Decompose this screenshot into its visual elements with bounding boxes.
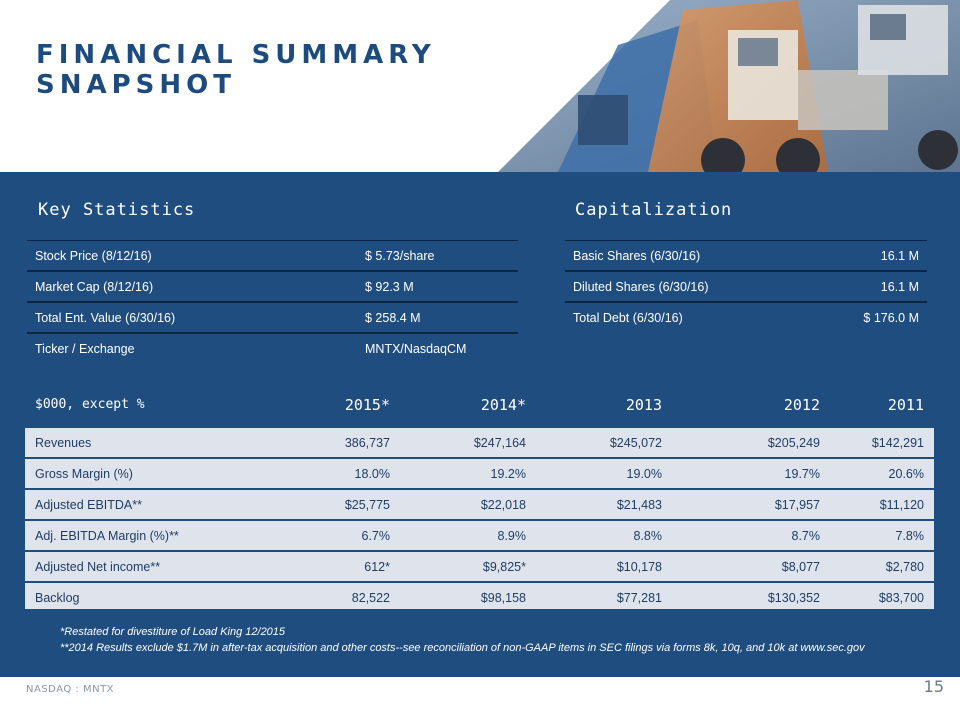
table-cell: 8.7% — [791, 528, 821, 543]
capitalization-label: Diluted Shares (6/30/16) — [573, 279, 709, 294]
key-stat-value: $ 5.73/share — [365, 248, 435, 263]
table-row: Adj. EBITDA Margin (%)** 6.7% 8.9% 8.8% … — [25, 519, 934, 550]
header-year: 2011 — [887, 396, 924, 414]
row-label: Backlog — [35, 590, 80, 605]
table-cell: $9,825* — [482, 559, 526, 574]
capitalization-heading: Capitalization — [575, 200, 733, 220]
key-stat-value: $ 258.4 M — [365, 310, 421, 325]
table-cell: $22,018 — [480, 497, 526, 512]
table-cell: 19.7% — [784, 466, 820, 481]
ticker-footer: NASDAQ : MNTX — [26, 684, 115, 695]
capitalization-label: Total Debt (6/30/16) — [573, 310, 683, 325]
table-cell: $17,957 — [774, 497, 820, 512]
table-cell: 82,522 — [351, 590, 390, 605]
table-cell: $8,077 — [781, 559, 820, 574]
key-stat-label: Ticker / Exchange — [35, 341, 135, 356]
table-cell: $21,483 — [616, 497, 662, 512]
capitalization-value: $ 176.0 M — [863, 310, 919, 325]
row-label: Adjusted EBITDA** — [35, 497, 142, 512]
table-cell: 19.2% — [490, 466, 526, 481]
key-stat-row: Market Cap (8/12/16) $ 92.3 M — [27, 272, 518, 303]
table-cell: 8.8% — [633, 528, 663, 543]
table-cell: 20.6% — [888, 466, 924, 481]
table-cell: $77,281 — [616, 590, 662, 605]
capitalization-row: Total Debt (6/30/16) $ 176.0 M — [565, 303, 927, 332]
table-cell: 8.9% — [497, 528, 527, 543]
table-cell: 612* — [364, 559, 390, 574]
table-cell: $25,775 — [344, 497, 390, 512]
table-cell: 386,737 — [344, 435, 390, 450]
row-label: Adj. EBITDA Margin (%)** — [35, 528, 179, 543]
key-stat-row: Stock Price (8/12/16) $ 5.73/share — [27, 241, 518, 272]
table-cell: 18.0% — [354, 466, 390, 481]
row-label: Adjusted Net income** — [35, 559, 161, 574]
title-line-2: SNAPSHOT — [36, 70, 236, 100]
truck-banner-image — [498, 0, 960, 172]
header-year: 2014* — [480, 396, 526, 414]
table-row: Backlog 82,522 $98,158 $77,281 $130,352 … — [25, 581, 934, 612]
table-row: Revenues 386,737 $247,164 $245,072 $205,… — [25, 426, 934, 457]
key-stat-value: $ 92.3 M — [365, 279, 414, 294]
key-stat-label: Market Cap (8/12/16) — [35, 279, 154, 294]
capitalization-value: 16.1 M — [880, 279, 919, 294]
table-cell: $83,700 — [878, 590, 924, 605]
table-cell: $11,120 — [879, 497, 924, 512]
table-row: Adjusted EBITDA** $25,775 $22,018 $21,48… — [25, 488, 934, 519]
capitalization-row: Diluted Shares (6/30/16) 16.1 M — [565, 272, 927, 303]
table-cell: $142,291 — [871, 435, 924, 450]
table-cell: $245,072 — [609, 435, 662, 450]
key-stat-value: MNTX/NasdaqCM — [365, 341, 467, 356]
table-cell: $205,249 — [767, 435, 820, 450]
table-cell: $2,780 — [885, 559, 924, 574]
footnotes: *Restated for divestiture of Load King 1… — [60, 624, 865, 656]
capitalization-label: Basic Shares (6/30/16) — [573, 248, 701, 263]
capitalization-row: Basic Shares (6/30/16) 16.1 M — [565, 241, 927, 272]
header-year: 2012 — [783, 396, 820, 414]
row-label: Revenues — [35, 435, 92, 450]
key-statistics-table: Stock Price (8/12/16) $ 5.73/share Marke… — [27, 240, 518, 363]
header-units: $000, except % — [35, 397, 145, 412]
table-cell: 19.0% — [626, 466, 662, 481]
capitalization-table: Basic Shares (6/30/16) 16.1 M Diluted Sh… — [565, 240, 927, 332]
table-row: Gross Margin (%) 18.0% 19.2% 19.0% 19.7%… — [25, 457, 934, 488]
footnote: **2014 Results exclude $1.7M in after-ta… — [60, 642, 865, 654]
capitalization-value: 16.1 M — [880, 248, 919, 263]
key-stat-label: Stock Price (8/12/16) — [35, 248, 152, 263]
table-cell: $130,352 — [767, 590, 820, 605]
table-row: Adjusted Net income** 612* $9,825* $10,1… — [25, 550, 934, 581]
header-year: 2013 — [625, 396, 662, 414]
table-cell: $247,164 — [473, 435, 526, 450]
key-stat-row: Total Ent. Value (6/30/16) $ 258.4 M — [27, 303, 518, 334]
key-stat-label: Total Ent. Value (6/30/16) — [35, 310, 176, 325]
row-label: Gross Margin (%) — [35, 466, 133, 481]
financial-table: $000, except % 2015* 2014* 2013 2012 201… — [25, 383, 934, 609]
key-stat-row: Ticker / Exchange MNTX/NasdaqCM — [27, 334, 518, 363]
table-cell: 6.7% — [361, 528, 391, 543]
table-cell: 7.8% — [895, 528, 925, 543]
footnote: *Restated for divestiture of Load King 1… — [60, 626, 286, 638]
header-year: 2015* — [344, 396, 390, 414]
page-number: 15 — [923, 677, 944, 696]
table-cell: $10,178 — [616, 559, 662, 574]
page-title: FINANCIAL SUMMARY SNAPSHOT — [36, 40, 436, 100]
key-statistics-heading: Key Statistics — [38, 200, 196, 220]
table-cell: $98,158 — [480, 590, 526, 605]
financial-table-header: $000, except % 2015* 2014* 2013 2012 201… — [25, 383, 934, 426]
title-line-1: FINANCIAL SUMMARY — [36, 40, 436, 70]
